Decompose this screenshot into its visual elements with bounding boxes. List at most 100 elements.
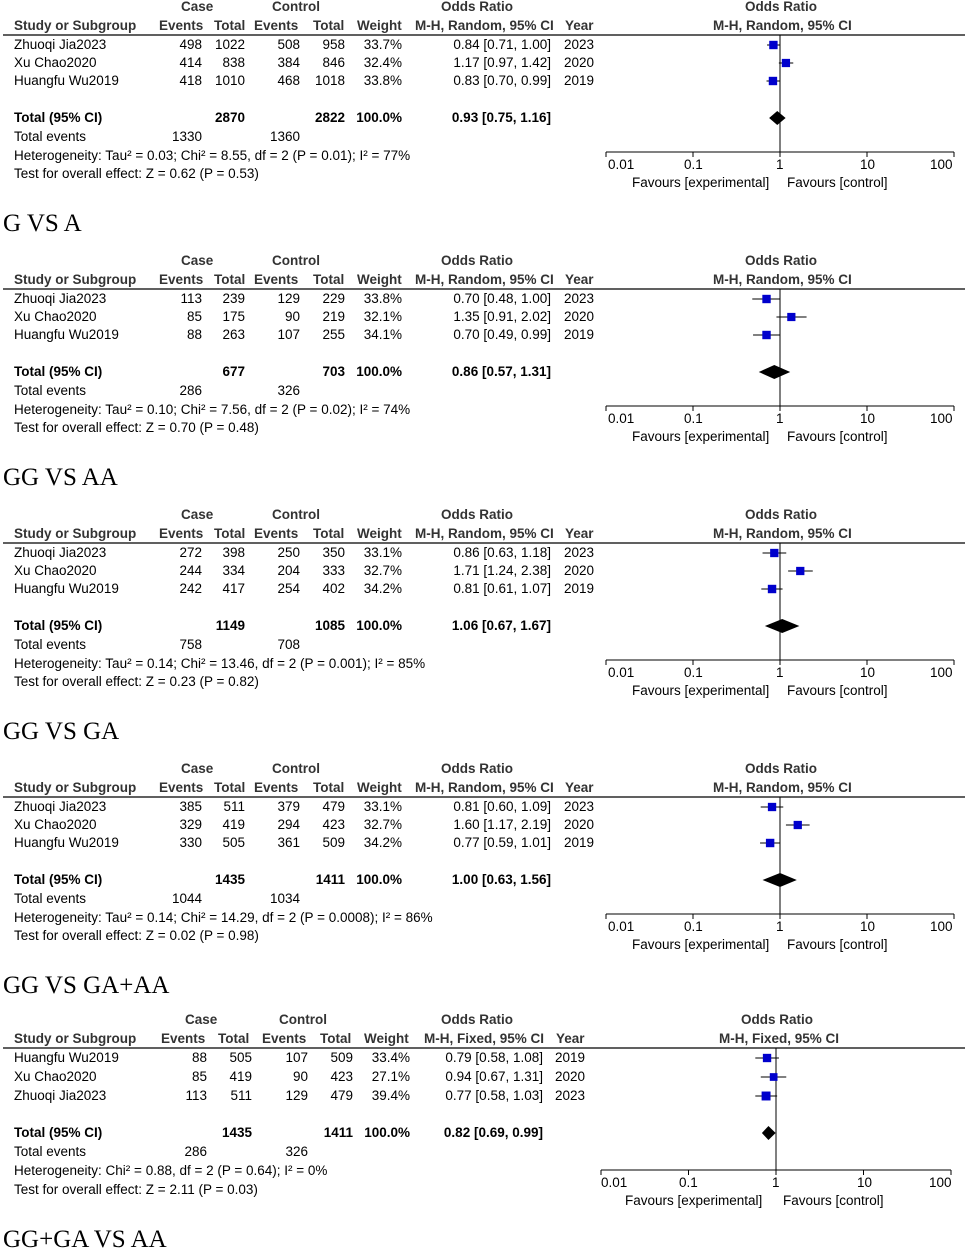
case-total-header: Total — [214, 18, 246, 33]
heterogeneity-text: Heterogeneity: Tau² = 0.03; Chi² = 8.55,… — [14, 148, 411, 163]
total-case-total: 1149 — [215, 618, 245, 633]
case-total-header: Total — [214, 780, 246, 795]
weight-header: Weight — [357, 526, 402, 541]
year-header: Year — [556, 1031, 585, 1046]
ctrl-total: 846 — [322, 55, 345, 70]
axis-tick-label: 1 — [776, 919, 784, 934]
ctrl-events: 508 — [277, 37, 300, 52]
plot-method-header: M-H, Fixed, 95% CI — [719, 1031, 840, 1046]
total-events-ctrl: 326 — [285, 1144, 308, 1159]
case-group-label: Case — [181, 761, 214, 776]
year: 2020 — [555, 1069, 586, 1084]
control-group-label: Control — [272, 507, 320, 522]
or-group-label: Odds Ratio — [441, 507, 514, 522]
study-point — [793, 820, 802, 830]
ctrl-total: 219 — [322, 309, 345, 324]
case-events: 85 — [186, 309, 202, 324]
weight: 33.4% — [371, 1050, 410, 1065]
heterogeneity-text: Heterogeneity: Tau² = 0.14; Chi² = 13.46… — [14, 656, 426, 671]
study-point — [769, 40, 778, 50]
favours-control-label: Favours [control] — [783, 1193, 884, 1208]
study-name: Huangfu Wu2019 — [14, 835, 119, 850]
weight: 39.4% — [371, 1088, 410, 1103]
total-events-case: 1044 — [171, 891, 202, 906]
study-name: Xu Chao2020 — [14, 309, 97, 324]
study-point — [769, 1073, 778, 1081]
year: 2023 — [564, 37, 595, 52]
study-name: Huangfu Wu2019 — [14, 73, 119, 88]
case-events: 329 — [179, 817, 202, 832]
total-label: Total (95% CI) — [14, 110, 103, 125]
year: 2020 — [564, 309, 595, 324]
panel-caption: GG VS GA — [3, 718, 120, 745]
study-name: Huangfu Wu2019 — [14, 327, 119, 342]
plot-method-header: M-H, Random, 95% CI — [713, 272, 852, 287]
case-total-header: Total — [214, 526, 246, 541]
case-events: 242 — [179, 581, 202, 596]
year-header: Year — [565, 780, 594, 795]
forest-plot-lines — [3, 34, 965, 157]
or-plot-label: Odds Ratio — [741, 1012, 814, 1027]
study-name: Zhuoqi Jia2023 — [14, 291, 107, 306]
ctrl-total: 423 — [330, 1069, 353, 1084]
ctrl-events: 379 — [277, 799, 300, 814]
year: 2023 — [555, 1088, 586, 1103]
study-point — [767, 802, 777, 812]
case-total: 398 — [222, 545, 245, 560]
total-label: Total (95% CI) — [14, 872, 103, 887]
axis-tick-label: 0.01 — [601, 1175, 628, 1190]
year: 2020 — [564, 55, 595, 70]
case-events-header: Events — [159, 780, 204, 795]
total-events-case: 758 — [179, 637, 202, 652]
favours-control-label: Favours [control] — [787, 429, 888, 444]
axis-tick-label: 10 — [860, 157, 876, 172]
axis-tick-label: 0.1 — [684, 157, 703, 172]
study-col-header: Study or Subgroup — [14, 272, 137, 287]
case-events-header: Events — [159, 18, 204, 33]
favours-experimental-label: Favours [experimental] — [632, 683, 770, 698]
or-ci: 0.84 [0.71, 1.00] — [453, 37, 551, 52]
or-ci: 1.35 [0.91, 2.02] — [453, 309, 551, 324]
case-events-header: Events — [159, 272, 204, 287]
ctrl-events: 107 — [277, 327, 300, 342]
case-events: 85 — [191, 1069, 207, 1084]
or-ci: 0.70 [0.48, 1.00] — [453, 291, 551, 306]
weight: 33.1% — [363, 799, 402, 814]
study-col-header: Study or Subgroup — [14, 526, 137, 541]
total-events-case: 286 — [184, 1144, 207, 1159]
axis-tick-label: 0.01 — [608, 665, 635, 680]
or-group-label: Odds Ratio — [441, 1012, 514, 1027]
favours-experimental-label: Favours [experimental] — [632, 429, 770, 444]
overall-effect-text: Test for overall effect: Z = 2.11 (P = 0… — [14, 1182, 258, 1197]
ctrl-events: 468 — [277, 73, 300, 88]
forest-panel-5: Case Control Odds Ratio Odds Ratio Study… — [0, 1012, 969, 1253]
study-point — [768, 76, 778, 86]
case-events: 113 — [180, 291, 202, 306]
total-or-ci: 0.86 [0.57, 1.31] — [451, 364, 551, 379]
case-total-header: Total — [214, 272, 246, 287]
axis-tick-label: 100 — [930, 665, 953, 680]
weight-header: Weight — [364, 1031, 409, 1046]
panel-caption: GG+GA VS AA — [3, 1226, 167, 1253]
study-point — [761, 1091, 771, 1101]
ctrl-total: 479 — [322, 799, 345, 814]
year-header: Year — [565, 272, 594, 287]
total-label: Total (95% CI) — [14, 618, 103, 633]
case-total: 175 — [222, 309, 245, 324]
panel-caption: G VS A — [3, 210, 82, 237]
or-ci: 0.81 [0.61, 1.07] — [453, 581, 551, 596]
case-events: 385 — [179, 799, 202, 814]
ctrl-events: 294 — [277, 817, 300, 832]
weight: 33.8% — [363, 291, 402, 306]
year-header: Year — [565, 18, 594, 33]
total-events-label: Total events — [14, 891, 87, 906]
or-ci: 0.83 [0.70, 0.99] — [453, 73, 551, 88]
pooled-diamond — [762, 873, 797, 887]
weight-header: Weight — [357, 272, 402, 287]
total-ctrl-total: 2822 — [314, 110, 345, 125]
total-events-label: Total events — [14, 129, 87, 144]
case-total: 511 — [230, 1088, 252, 1103]
weight: 32.4% — [363, 55, 402, 70]
study-col-header: Study or Subgroup — [14, 1031, 137, 1046]
total-weight: 100.0% — [356, 618, 402, 633]
